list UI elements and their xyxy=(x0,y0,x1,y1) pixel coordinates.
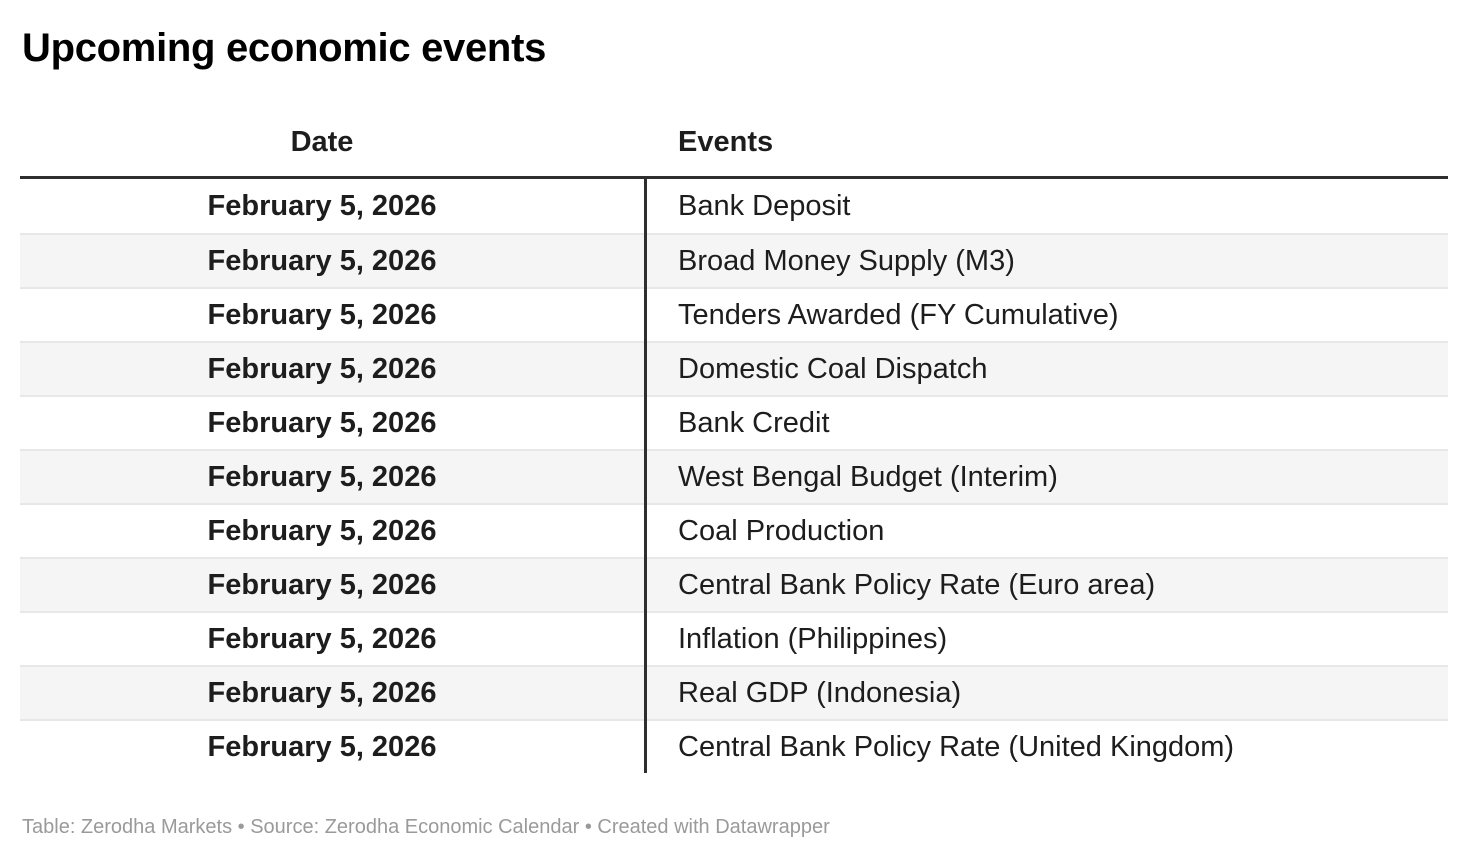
event-cell: Domestic Coal Dispatch xyxy=(678,352,988,385)
column-header-events: Events xyxy=(678,125,774,158)
column-header-date: Date xyxy=(290,125,354,158)
date-cell: February 5, 2026 xyxy=(207,406,437,439)
table-row: February 5, 2026 Inflation (Philippines) xyxy=(20,611,1448,665)
table-row: February 5, 2026 Broad Money Supply (M3) xyxy=(20,233,1448,287)
attribution-footer: Table: Zerodha Markets • Source: Zerodha… xyxy=(22,816,830,838)
event-cell: Bank Credit xyxy=(678,406,830,439)
event-cell: Bank Deposit xyxy=(678,189,851,222)
date-cell: February 5, 2026 xyxy=(207,460,437,493)
events-table: Date Events February 5, 2026 Bank Deposi… xyxy=(20,108,1448,773)
table-row: February 5, 2026 West Bengal Budget (Int… xyxy=(20,449,1448,503)
table-body: February 5, 2026 Bank Deposit February 5… xyxy=(20,179,1448,773)
date-cell: February 5, 2026 xyxy=(207,298,437,331)
table-row: February 5, 2026 Tenders Awarded (FY Cum… xyxy=(20,287,1448,341)
table-row: February 5, 2026 Domestic Coal Dispatch xyxy=(20,341,1448,395)
table-row: February 5, 2026 Real GDP (Indonesia) xyxy=(20,665,1448,719)
date-cell: February 5, 2026 xyxy=(207,676,437,709)
event-cell: Central Bank Policy Rate (United Kingdom… xyxy=(678,730,1235,763)
table-header-row: Date Events xyxy=(20,108,1448,179)
column-divider xyxy=(644,179,647,773)
table-row: February 5, 2026 Bank Deposit xyxy=(20,179,1448,233)
date-cell: February 5, 2026 xyxy=(207,244,437,277)
date-cell: February 5, 2026 xyxy=(207,189,437,222)
table-row: February 5, 2026 Coal Production xyxy=(20,503,1448,557)
date-cell: February 5, 2026 xyxy=(207,730,437,763)
date-cell: February 5, 2026 xyxy=(207,622,437,655)
event-cell: Inflation (Philippines) xyxy=(678,622,948,655)
event-cell: Real GDP (Indonesia) xyxy=(678,676,962,709)
table-row: February 5, 2026 Bank Credit xyxy=(20,395,1448,449)
table-row: February 5, 2026 Central Bank Policy Rat… xyxy=(20,557,1448,611)
date-cell: February 5, 2026 xyxy=(207,352,437,385)
event-cell: Tenders Awarded (FY Cumulative) xyxy=(678,298,1119,331)
event-cell: Central Bank Policy Rate (Euro area) xyxy=(678,568,1156,601)
economic-events-page: Upcoming economic events Date Events Feb… xyxy=(0,24,1468,839)
event-cell: Broad Money Supply (M3) xyxy=(678,244,1015,277)
date-cell: February 5, 2026 xyxy=(207,514,437,547)
event-cell: Coal Production xyxy=(678,514,885,547)
table-row: February 5, 2026 Central Bank Policy Rat… xyxy=(20,719,1448,773)
date-cell: February 5, 2026 xyxy=(207,568,437,601)
page-title: Upcoming economic events xyxy=(22,26,547,70)
event-cell: West Bengal Budget (Interim) xyxy=(678,460,1058,493)
